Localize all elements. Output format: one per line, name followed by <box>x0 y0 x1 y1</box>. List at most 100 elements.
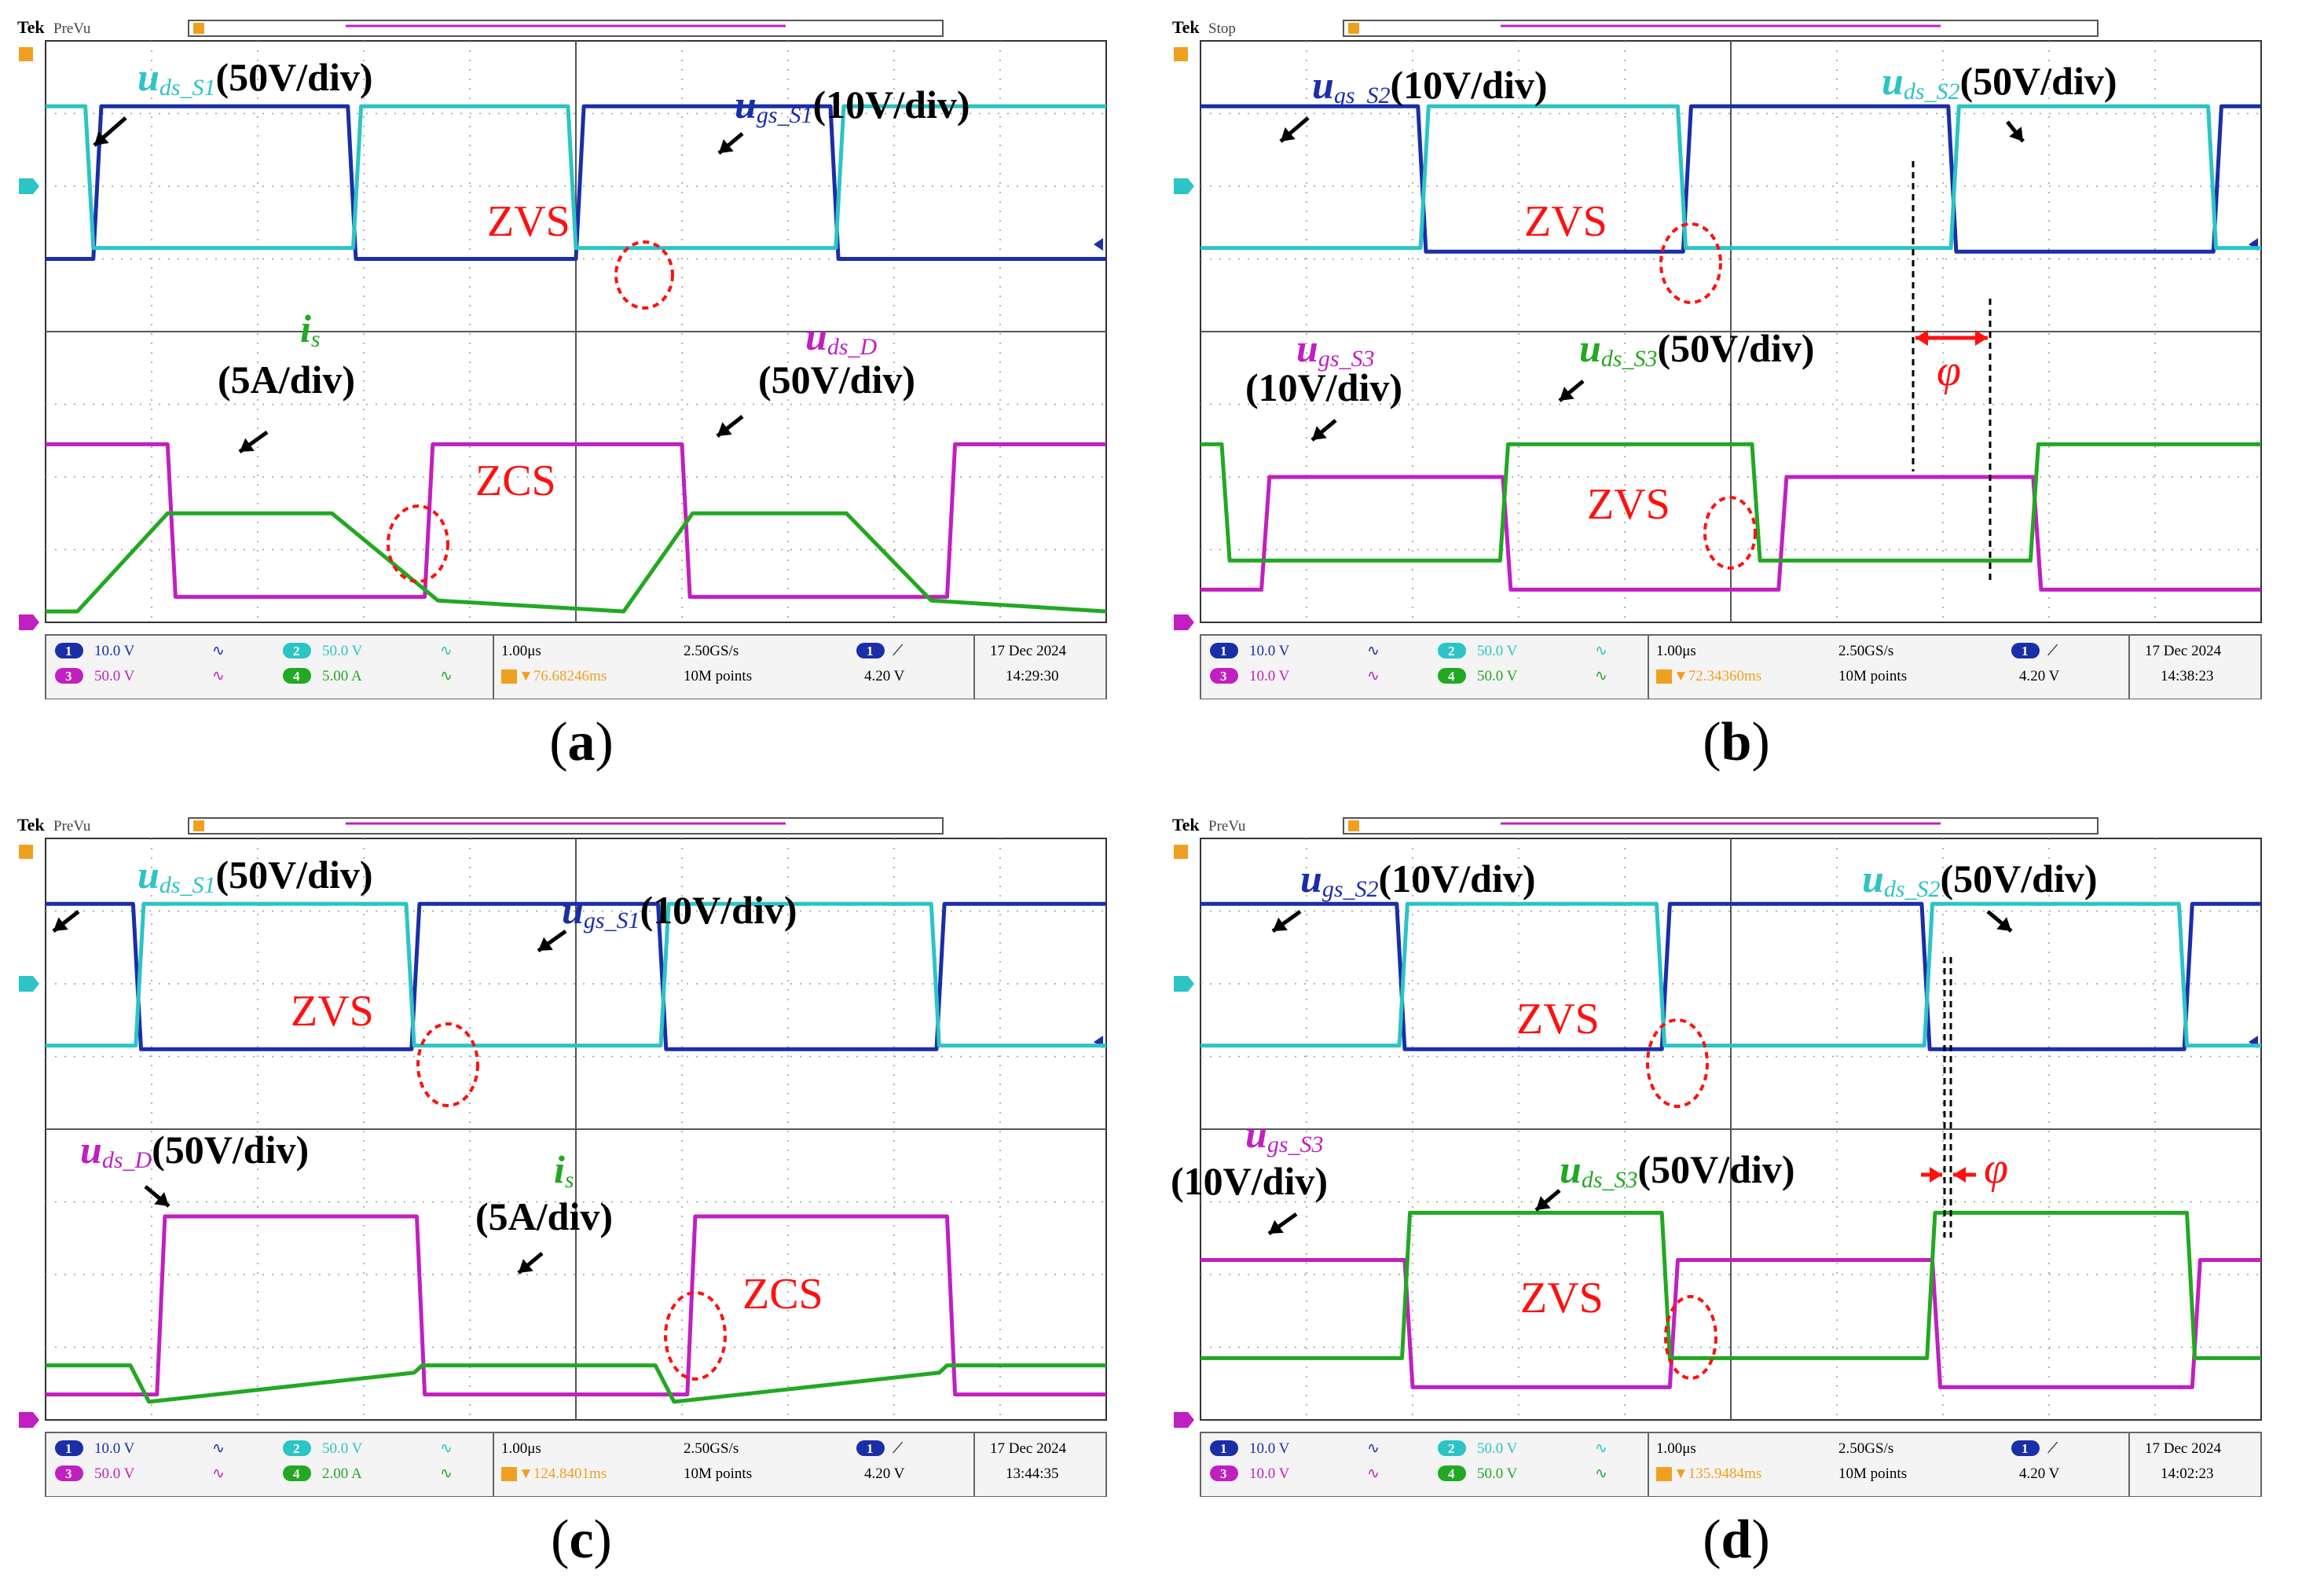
ch1-scale-a: 10.0 V <box>94 643 135 659</box>
trace-u_ds_S1-a <box>46 104 1106 251</box>
caption-a: (a) <box>549 712 614 772</box>
label-ugs-s3-d: ugs_S3 <box>1245 1112 1324 1157</box>
trace-u_gs_S1-a <box>46 104 1106 261</box>
label-uds-d-unit-a: (50V/div) <box>758 358 915 402</box>
trigger-slope-icon-b: ⟋ <box>2047 643 2058 659</box>
ch1-number-c: 1 <box>65 1441 72 1456</box>
trigger-pos-icon-a <box>501 669 517 684</box>
record-bar-d <box>1343 817 2099 835</box>
ch2-scale-b: 50.0 V <box>1477 643 1518 659</box>
scope-mode-a: PreVu <box>53 20 91 37</box>
arrow-uds-s2-d <box>1986 910 2013 933</box>
trigger-pos-d: ▼135.9484ms <box>1673 1465 1761 1482</box>
ch3-badge-c <box>55 1465 83 1481</box>
ch4-number-b: 4 <box>1448 669 1455 684</box>
timebase-d: 1.00μs <box>1656 1440 1696 1457</box>
time-d: 14:02:23 <box>2161 1465 2214 1482</box>
trigger-pos-marker-b <box>1174 47 1188 61</box>
ch1-badge-d <box>1210 1440 1238 1456</box>
trace-u_ds_S2-b <box>1200 104 2261 251</box>
ch1-scale-b: 10.0 V <box>1249 643 1290 659</box>
trigger-pos-a: ▼76.68246ms <box>519 668 607 684</box>
ch2-ground-marker-d <box>1174 976 1194 992</box>
trigger-ch-a: 1 <box>867 644 874 658</box>
circle-zvs-d1 <box>1646 1018 1709 1108</box>
ch2-badge-c <box>283 1440 311 1456</box>
ch1-bw-icon-b: ∿ <box>1367 643 1380 659</box>
ch4-badge-c <box>283 1465 311 1481</box>
ch4-scale-c: 2.00 A <box>322 1465 362 1482</box>
annot-zvs-b2: ZVS <box>1587 480 1670 529</box>
ch3-ground-marker-d <box>1174 1412 1194 1428</box>
ch3-bw-icon-c: ∿ <box>212 1465 225 1482</box>
annot-zvs-a: ZVS <box>487 197 570 246</box>
arrow-ugs-s3-b <box>1310 419 1337 442</box>
ch3-bw-icon-b: ∿ <box>1367 668 1380 684</box>
ch4-number-a: 4 <box>293 669 300 684</box>
arrow-uds-s2-b <box>2006 120 2025 143</box>
date-d: 17 Dec 2024 <box>2145 1440 2222 1457</box>
label-uds-d-a: uds_D <box>805 314 877 360</box>
ch3-scale-a: 50.0 V <box>94 668 135 684</box>
trace-u_gs_S2-d <box>1200 901 2261 1051</box>
scope-svg-d: Tek PreVu 1 10.0 V ∿ 2 50.0 V ∿ 3 10.0 V ∿ 4 50.0 V ∿… <box>1171 815 2262 1498</box>
ch3-badge-d <box>1210 1465 1238 1481</box>
readout-box-c <box>45 1432 1107 1498</box>
label-uds-s1-c: uds_S1(50V/div) <box>137 853 373 898</box>
readout-a: 1 10.0 V ∿ 2 50.0 V ∿ 3 50.0 V ∿ 4 5.00 A ∿ 1.00μs ▼7… <box>45 634 1107 700</box>
trace-u_ds_S2-d <box>1200 901 2261 1048</box>
record-bar-c <box>188 817 944 835</box>
readout-c: 1 10.0 V ∿ 2 50.0 V ∿ 3 50.0 V ∿ 4 2.00 A ∿ 1.00μs ▼1… <box>45 1432 1107 1498</box>
readout-b: 1 10.0 V ∿ 2 50.0 V ∿ 3 10.0 V ∿ 4 50.0 V ∿ 1.00μs ▼7… <box>1200 634 2262 700</box>
label-ugs-s2-b: ugs_S2(10V/div) <box>1312 63 1548 108</box>
caption-a-letter: a <box>567 712 596 772</box>
timebase-c: 1.00μs <box>501 1440 541 1457</box>
ch3-badge-a <box>55 668 83 684</box>
circle-zvs-c <box>416 1022 479 1107</box>
timebase-b: 1.00μs <box>1656 643 1696 659</box>
readout-d: 1 10.0 V ∿ 2 50.0 V ∿ 3 10.0 V ∿ 4 50.0 V ∿ 1.00μs ▼1… <box>1200 1432 2262 1498</box>
scope-panel-c: Tek PreVu 1 10.0 V ∿ 2 50.0 V ∿ 3 50.0 V ∿ 4 2.00 A ∿… <box>16 813 1147 1498</box>
ch1-number-a: 1 <box>65 644 72 658</box>
ch4-scale-d: 50.0 V <box>1477 1465 1518 1482</box>
ch2-number-a: 2 <box>293 644 300 658</box>
phase-arrow-left-b <box>1915 330 1952 346</box>
caption-d: (d) <box>1703 1509 1770 1570</box>
ch1-bw-icon-d: ∿ <box>1367 1440 1380 1457</box>
annot-zvs-d2: ZVS <box>1520 1274 1604 1322</box>
phase-arrow-right-b <box>1952 330 1988 346</box>
ch3-number-d: 3 <box>1220 1466 1227 1481</box>
arrow-uds-s1-a <box>93 116 127 147</box>
trigger-level-c: 4.20 V <box>864 1465 905 1482</box>
record-length-d: 10M points <box>1838 1465 1907 1482</box>
label-ugs-s1-a: ugs_S1(10V/div) <box>735 83 970 128</box>
label-ugs-s3-b: ugs_S3 <box>1296 326 1375 372</box>
ch2-ground-marker-b <box>1174 178 1194 194</box>
caption-c-letter: c <box>569 1509 594 1570</box>
label-uds-s1-a: uds_S1(50V/div) <box>137 55 373 101</box>
record-bar-marker-c <box>193 820 204 831</box>
scope-panel-a: Tek PreVu 1 10.0 V ∿ 2 50.0 V ∿ 3 50.0 V ∿ 4 5.00 A ∿… <box>16 16 1147 700</box>
ch4-badge-d <box>1438 1465 1466 1481</box>
trace-u_gs_S1-c <box>46 901 1106 1051</box>
ch3-number-c: 3 <box>65 1466 72 1481</box>
date-b: 17 Dec 2024 <box>2145 643 2222 659</box>
ch1-bw-icon-a: ∿ <box>212 643 225 659</box>
caption-b: (b) <box>1703 712 1770 772</box>
readout-box-d <box>1200 1432 2262 1498</box>
sample-rate-a: 2.50GS/s <box>684 643 739 659</box>
ch2-badge-a <box>283 643 311 658</box>
scope-brand-a: Tek <box>17 17 45 37</box>
ch2-bw-icon-c: ∿ <box>440 1440 453 1457</box>
trace-u_ds_S3-d <box>1200 1210 2261 1360</box>
trigger-slope-icon-c: ⟋ <box>893 1440 904 1457</box>
readout-box-b <box>1200 634 2262 700</box>
scope-brand-c: Tek <box>17 815 45 835</box>
arrow-uds-s1-c <box>52 910 80 933</box>
trace-u_ds_S1-c <box>46 901 1106 1048</box>
caption-c: (c) <box>551 1509 612 1570</box>
trace-u_gs_S3-b <box>1200 475 2261 592</box>
trigger-level-a: 4.20 V <box>864 668 905 684</box>
trigger-ch-d: 1 <box>2022 1441 2029 1456</box>
